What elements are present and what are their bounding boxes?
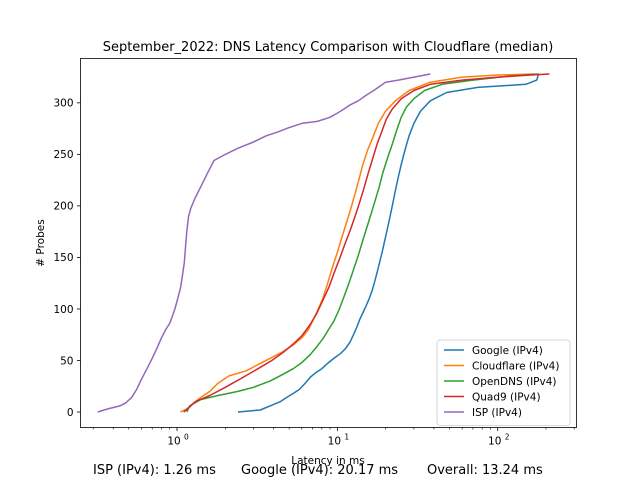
y-tick-label-3: 150 bbox=[53, 252, 73, 264]
y-tick-label-4: 200 bbox=[53, 201, 73, 213]
x-tick-exponent-1: 1 bbox=[344, 433, 349, 442]
y-axis-label: # Probes bbox=[35, 219, 47, 266]
footer-overall-median: Overall: 13.24 ms bbox=[427, 463, 543, 478]
legend-label-1: Cloudflare (IPv4) bbox=[472, 360, 559, 372]
x-tick-label-1: 10 bbox=[328, 436, 341, 448]
x-tick-exponent-0: 0 bbox=[184, 433, 189, 442]
y-tick-label-6: 300 bbox=[53, 98, 73, 110]
legend-box bbox=[436, 339, 571, 426]
plot-area bbox=[97, 73, 550, 413]
legend-label-3: Quad9 (IPv4) bbox=[472, 391, 541, 403]
x-tick-label-2: 10 bbox=[488, 436, 501, 448]
series-line-3 bbox=[183, 73, 550, 413]
x-axis-label: Latency in ms bbox=[291, 455, 364, 467]
y-tick-label-0: 0 bbox=[67, 407, 74, 419]
axes-frame bbox=[80, 58, 577, 428]
x-axis-ticks: 10 0 10 1 10 2 bbox=[92, 427, 575, 448]
x-tick-label-0: 10 bbox=[167, 436, 180, 448]
series-line-2 bbox=[186, 73, 539, 413]
legend-label-4: ISP (IPv4) bbox=[472, 407, 522, 419]
legend-label-0: Google (IPv4) bbox=[472, 345, 543, 357]
footer-google-median: Google (IPv4): 20.17 ms bbox=[241, 463, 399, 478]
series-line-1 bbox=[180, 73, 535, 413]
series-line-0 bbox=[237, 73, 540, 413]
legend: Google (IPv4) Cloudflare (IPv4) OpenDNS (I… bbox=[436, 339, 571, 426]
x-tick-exponent-2: 2 bbox=[505, 433, 510, 442]
y-tick-label-1: 50 bbox=[60, 355, 73, 367]
chart-title: September_2022: DNS Latency Comparison w… bbox=[103, 40, 554, 55]
y-axis-ticks: 0 50 100 150 200 250 300 bbox=[53, 98, 81, 419]
y-tick-label-2: 100 bbox=[53, 304, 73, 316]
y-tick-label-5: 250 bbox=[53, 149, 73, 161]
legend-label-2: OpenDNS (IPv4) bbox=[472, 376, 557, 388]
series-line-4 bbox=[97, 73, 431, 413]
footer-isp-median: ISP (IPv4): 1.26 ms bbox=[93, 463, 216, 478]
